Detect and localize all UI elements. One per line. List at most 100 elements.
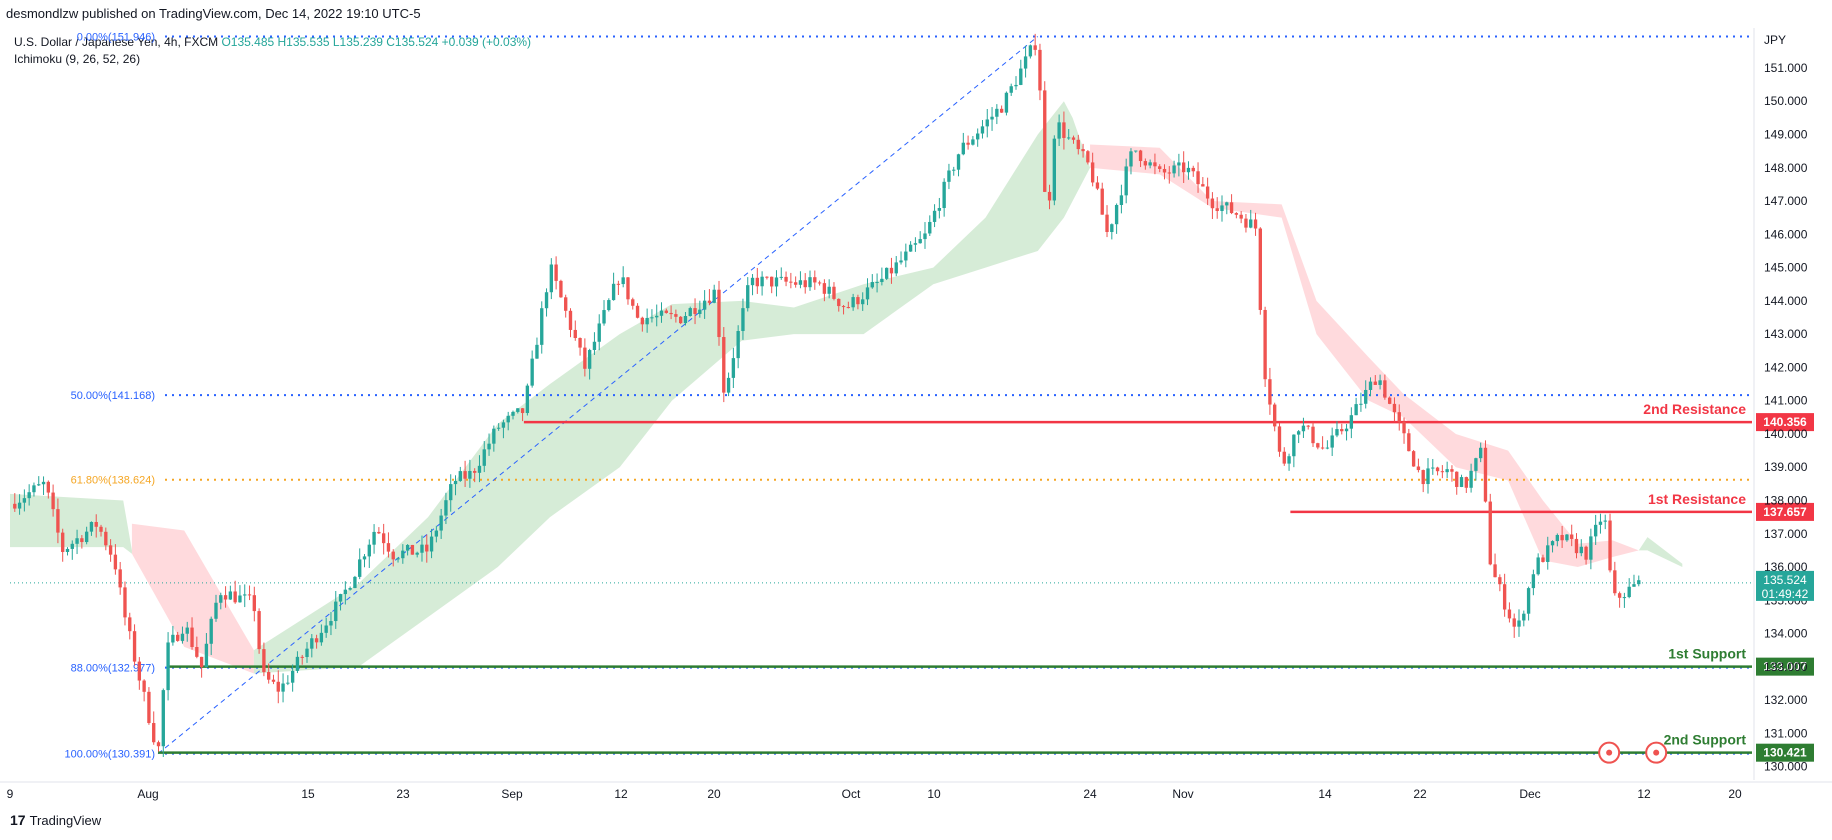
- ichimoku-cloud: [10, 101, 1683, 674]
- candle-body: [966, 142, 970, 145]
- candle-body: [84, 531, 89, 543]
- candle-body: [506, 415, 510, 423]
- candle-body: [362, 556, 367, 560]
- candle: [99, 524, 103, 537]
- tradingview-logo-icon[interactable]: 17: [10, 812, 26, 828]
- candle: [1517, 609, 1521, 637]
- candle: [1507, 602, 1512, 623]
- candle-body: [1555, 534, 1560, 542]
- candle: [444, 492, 448, 525]
- candle-body: [252, 595, 256, 612]
- candle: [928, 215, 932, 237]
- candle-body: [348, 588, 352, 590]
- candle: [219, 592, 223, 610]
- candle-body: [1469, 470, 1473, 488]
- candle-body: [496, 427, 501, 429]
- candle-body: [1057, 122, 1061, 139]
- candle: [1124, 158, 1128, 204]
- candle-body: [1546, 545, 1550, 562]
- candle: [1090, 152, 1095, 187]
- indicator-label[interactable]: Ichimoku (9, 26, 52, 26): [14, 52, 141, 66]
- candle-body: [875, 282, 879, 284]
- fib-label-2: 61.80%(138.624): [71, 475, 155, 487]
- candle: [420, 535, 424, 562]
- candle-body: [942, 181, 946, 209]
- candle: [530, 350, 534, 388]
- candle-body: [1517, 620, 1521, 627]
- candle-body: [32, 485, 36, 493]
- candle: [597, 314, 601, 351]
- candle: [1498, 574, 1502, 592]
- candle-body: [204, 643, 209, 668]
- candle-body: [559, 280, 563, 298]
- candle-body: [717, 289, 721, 338]
- candle-body: [664, 310, 668, 313]
- candle: [142, 679, 146, 702]
- candle: [1244, 213, 1248, 233]
- candle: [990, 107, 994, 131]
- candle-body: [1622, 597, 1627, 599]
- candle-body: [300, 656, 304, 658]
- level-price-3: 130.421: [1763, 746, 1807, 760]
- candle: [1033, 33, 1037, 56]
- candle-body: [1455, 471, 1459, 487]
- candle-body: [1191, 167, 1195, 172]
- candle: [966, 135, 970, 150]
- candle-body: [999, 108, 1004, 113]
- brand-name[interactable]: TradingView: [29, 812, 102, 828]
- symbol-info[interactable]: U.S. Dollar / Japanese Yen, 4h, FXCM: [14, 35, 219, 49]
- candle: [611, 272, 616, 301]
- candle-body: [434, 530, 439, 537]
- candle-body: [410, 544, 415, 555]
- candle-body: [1186, 167, 1191, 173]
- candle: [1201, 177, 1205, 187]
- level-name-3: 2nd Support: [1664, 732, 1747, 748]
- candle-body: [372, 531, 376, 545]
- candle-body: [449, 484, 453, 501]
- y-tick-21: 130.000: [1764, 760, 1808, 774]
- candle-body: [1570, 534, 1574, 539]
- candle-body: [947, 170, 951, 182]
- candle-body: [952, 169, 956, 171]
- candle-body: [386, 543, 391, 552]
- candle: [51, 484, 55, 517]
- candle-body: [219, 595, 223, 603]
- candle: [827, 279, 831, 299]
- candle: [516, 408, 520, 414]
- currency-label: JPY: [1764, 33, 1786, 47]
- candle: [841, 305, 846, 315]
- y-tick-17: 134.000: [1764, 627, 1808, 641]
- candle-body: [1411, 451, 1416, 467]
- candle: [310, 634, 314, 658]
- candle: [70, 540, 74, 560]
- candle: [1325, 440, 1330, 450]
- candle: [80, 535, 84, 549]
- candle-body: [908, 244, 913, 252]
- candle-body: [856, 297, 860, 305]
- candle: [434, 525, 439, 543]
- x-tick-2: 15: [301, 787, 315, 801]
- x-tick-13: Dec: [1519, 787, 1540, 801]
- candle: [1617, 591, 1622, 608]
- candle: [410, 544, 415, 555]
- candle-body: [65, 548, 70, 552]
- candle: [27, 484, 31, 506]
- candle-body: [1023, 56, 1028, 69]
- fib-label-4: 100.00%(130.391): [64, 749, 155, 761]
- candle-body: [482, 449, 486, 466]
- candle-body: [262, 649, 266, 673]
- candle-body: [1244, 218, 1248, 228]
- candle-body: [329, 621, 333, 626]
- candle-body: [937, 208, 942, 211]
- candle-body: [27, 492, 31, 499]
- fib-label-3: 88.00%(132.977): [71, 663, 155, 675]
- candle-body: [1014, 84, 1018, 87]
- candle: [650, 309, 654, 323]
- candle-body: [1512, 618, 1516, 627]
- candle: [453, 475, 458, 496]
- candle: [932, 204, 937, 228]
- candle-body: [1340, 429, 1344, 432]
- candle: [492, 425, 496, 452]
- candle-body: [1249, 219, 1253, 228]
